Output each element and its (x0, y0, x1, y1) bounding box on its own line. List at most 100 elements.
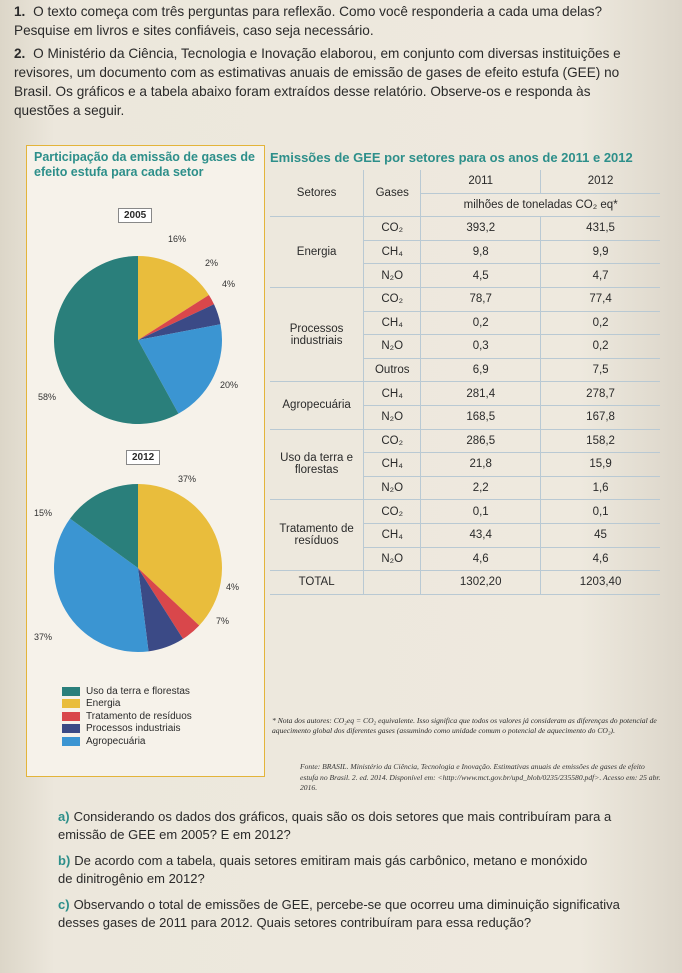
subquestion-a: a) Considerando os dados dos gráficos, qu… (58, 808, 618, 844)
sector-name: Uso da terra e florestas (270, 429, 365, 501)
table-row: N₂O 4,6 4,6 (270, 547, 660, 572)
value-2012-cell: 9,9 (540, 240, 660, 265)
pie-2005-label-agropecuaria: 20% (220, 380, 239, 390)
value-2012-cell: 4,7 (540, 263, 660, 288)
value-2012-cell: 431,5 (540, 216, 660, 241)
table-title: Emissões de GEE por setores para os anos… (270, 150, 633, 165)
legend-label: Uso da terra e florestas (86, 685, 190, 697)
gas-cell: N₂O (363, 405, 422, 430)
legend-label: Agropecuária (86, 735, 146, 747)
table-row: N₂O 168,5 167,8 (270, 405, 660, 430)
table-row: CH₄ 43,4 45 (270, 523, 660, 548)
pie-2012-label-energia: 37% (178, 474, 197, 484)
pie-2012-label-residuos: 4% (226, 582, 240, 592)
gas-cell: N₂O (363, 476, 422, 501)
question-2-number: 2. (14, 46, 26, 61)
value-2012-cell: 77,4 (540, 287, 660, 312)
pie-2005-label-residuos: 2% (205, 258, 219, 268)
value-2011-cell: 6,9 (420, 358, 541, 383)
value-2012-cell: 278,7 (540, 381, 660, 406)
total-label: TOTAL (270, 570, 365, 595)
pie-chart-2005 (54, 256, 223, 424)
table-row: Energia CO₂ 393,2 431,5 (270, 216, 660, 288)
sector-name: Processos industriais (270, 287, 365, 383)
value-2012-cell: 0,1 (540, 499, 660, 524)
sector-name: Energia (270, 216, 365, 288)
legend-label: Tratamento de resíduos (86, 710, 192, 722)
header-gases: Gases (363, 170, 422, 218)
table-row: Uso da terra e florestas CO₂ 286,5 158,2 (270, 429, 660, 501)
value-2011-cell: 9,8 (420, 240, 541, 265)
value-2011-cell: 2,2 (420, 476, 541, 501)
table-row: Agropecuária CH₄ 281,4 278,7 (270, 381, 660, 430)
pie-2005-label-processos: 4% (222, 279, 236, 289)
value-2012-cell: 0,2 (540, 311, 660, 336)
value-2011-cell: 43,4 (420, 523, 541, 548)
pie-legend: Uso da terra e florestas Energia Tratame… (62, 685, 252, 748)
gas-cell: CO₂ (363, 499, 422, 524)
pie-slice-energia (138, 256, 209, 340)
legend-label: Processos industriais (86, 723, 181, 735)
value-2012-cell: 45 (540, 523, 660, 548)
subquestion-letter: a) (58, 809, 70, 824)
subquestion-letter: b) (58, 853, 71, 868)
table-row: CH₄ 21,8 15,9 (270, 452, 660, 477)
value-2012-cell: 7,5 (540, 358, 660, 383)
value-2011-cell: 4,6 (420, 547, 541, 572)
table-row: Tratamento de resíduos CO₂ 0,1 0,1 (270, 499, 660, 572)
gas-cell: CH₄ (363, 381, 422, 406)
gas-cell: CH₄ (363, 523, 422, 548)
total-2012: 1203,40 (540, 570, 660, 595)
pie-slice-processos-industriais (138, 568, 184, 652)
legend-item-processos: Processos industriais (62, 723, 252, 736)
table-total-row: TOTAL 1302,20 1203,40 (270, 570, 660, 595)
value-2011-cell: 0,1 (420, 499, 541, 524)
value-2012-cell: 167,8 (540, 405, 660, 430)
question-1-number: 1. (14, 4, 26, 19)
emissions-table: Setores Gases 2011 2012 milhões de toneladas… (270, 170, 660, 595)
value-2012-cell: 0,2 (540, 334, 660, 359)
pie-2005-label-uso-terra: 58% (38, 392, 57, 402)
value-2011-cell: 168,5 (420, 405, 541, 430)
total-2011: 1302,20 (420, 570, 541, 595)
table-row: N₂O 0,3 0,2 (270, 334, 660, 359)
gas-cell: N₂O (363, 334, 422, 359)
table-header-unit-row: milhões de toneladas CO₂ eq* (270, 193, 660, 218)
pie-2012-label-agropecuaria: 37% (34, 632, 53, 642)
header-2012: 2012 (540, 170, 660, 194)
pie-2005-year-label: 2005 (118, 208, 153, 223)
value-2012-cell: 1,6 (540, 476, 660, 501)
value-2012-cell: 158,2 (540, 429, 660, 454)
legend-swatch (62, 686, 80, 696)
value-2011-cell: 0,3 (420, 334, 541, 359)
legend-swatch (62, 724, 80, 734)
table-header-row: Setores Gases 2011 2012 (270, 170, 660, 218)
table-note: * Nota dos autores: CO₂eq = CO₂ equivale… (272, 716, 657, 735)
pie-panel-title: Participação da emissão de gases de efei… (34, 150, 255, 179)
gas-cell: N₂O (363, 547, 422, 572)
gas-cell: N₂O (363, 263, 422, 288)
question-1-text: O texto começa com três perguntas para r… (14, 4, 603, 38)
value-2011-cell: 286,5 (420, 429, 541, 454)
legend-item-agropecuaria: Agropecuária (62, 735, 252, 748)
gas-cell: Outros (363, 358, 422, 383)
question-2-text: O Ministério da Ciência, Tecnologia e In… (14, 46, 621, 118)
subquestion-text: Considerando os dados dos gráficos, quai… (58, 809, 612, 842)
gas-cell: CH₄ (363, 240, 422, 265)
legend-swatch (62, 736, 80, 746)
table-row: Outros 6,9 7,5 (270, 358, 660, 383)
question-1: 1. O texto começa com três perguntas par… (14, 2, 654, 40)
legend-label: Energia (86, 698, 121, 710)
legend-item-residuos: Tratamento de resíduos (62, 710, 252, 723)
value-2011-cell: 21,8 (420, 452, 541, 477)
subquestion-b: b) De acordo com a tabela, quais setores … (58, 852, 598, 888)
gas-cell: CH₄ (363, 311, 422, 336)
table-row: CH₄ 9,8 9,9 (270, 240, 660, 265)
question-2: 2. O Ministério da Ciência, Tecnologia e… (14, 44, 644, 120)
value-2011-cell: 393,2 (420, 216, 541, 241)
gas-cell: CH₄ (363, 452, 422, 477)
pie-slice-tratamento-de-res-duos (138, 294, 215, 340)
value-2011-cell: 0,2 (420, 311, 541, 336)
total-gas-empty (363, 570, 422, 595)
